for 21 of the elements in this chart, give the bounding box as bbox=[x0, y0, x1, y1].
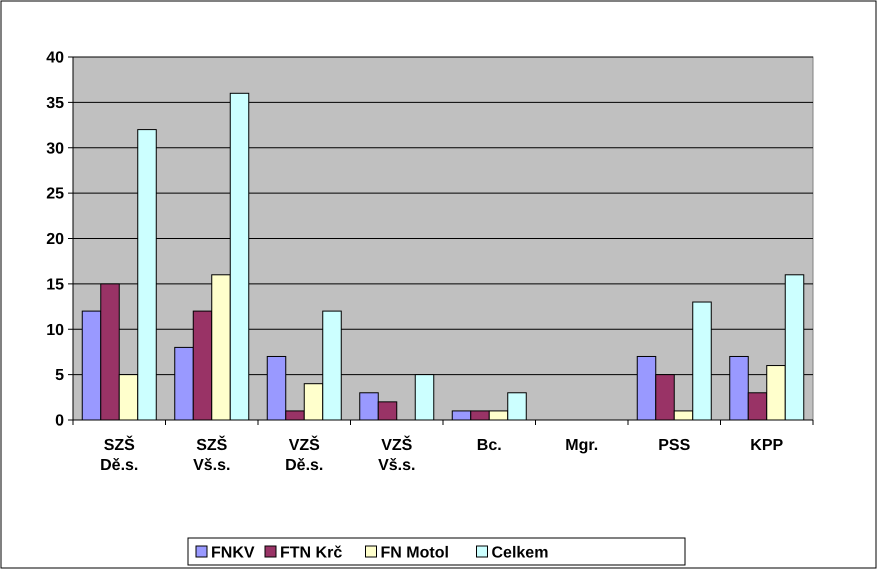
y-tick-label: 30 bbox=[46, 140, 64, 158]
x-tick-label: SZŠ Dě.s. bbox=[100, 435, 138, 474]
x-tick-label: Bc. bbox=[476, 437, 502, 454]
y-tick-label: 35 bbox=[46, 94, 64, 112]
legend-label: FNKV bbox=[211, 544, 255, 562]
y-tick-label: 0 bbox=[55, 412, 64, 430]
x-tick-label: Mgr. bbox=[565, 437, 598, 454]
y-tick-label: 25 bbox=[46, 186, 64, 203]
y-tick-label: 20 bbox=[46, 231, 64, 248]
y-tick-label: 10 bbox=[46, 322, 64, 339]
x-tick-label: VZŠ Vš.s. bbox=[378, 435, 416, 474]
y-tick-label: 40 bbox=[46, 50, 64, 67]
x-tick-label: KPP bbox=[750, 437, 784, 454]
legend-label: Celkem bbox=[492, 544, 548, 562]
legend-label: FN Motol bbox=[380, 544, 449, 562]
x-tick-label: SZŠ Vš.s. bbox=[193, 435, 230, 474]
x-tick-label: VZŠ Dě.s. bbox=[285, 435, 324, 474]
x-tick-label: PSS bbox=[658, 437, 691, 454]
y-tick-label: 15 bbox=[46, 276, 64, 294]
y-tick-label: 5 bbox=[55, 367, 64, 384]
legend-label: FTN Krč bbox=[280, 544, 342, 562]
